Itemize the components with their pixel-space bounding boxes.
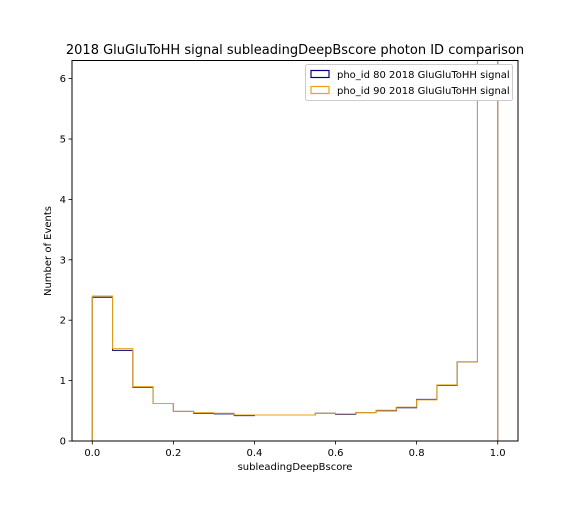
- x-axis: 0.0 0.2 0.4 0.6 0.8 1.0: [84, 441, 506, 459]
- y-tick-label: 0: [60, 437, 66, 448]
- y-tick-label: 6: [60, 74, 66, 85]
- series-2-step-line: [91, 60, 499, 441]
- y-tick-label: 5: [60, 135, 66, 146]
- legend-frame: [305, 64, 513, 101]
- chart-title: 2018 GluGluToHH signal subleadingDeepBsc…: [66, 43, 524, 58]
- x-tick-label: 0.2: [165, 448, 181, 459]
- series-layer: [91, 60, 499, 441]
- y-tick-label: 3: [60, 255, 66, 266]
- x-tick-label: 1.0: [490, 448, 506, 459]
- legend-label-series-1: pho_id 80 2018 GluGluToHH signal: [337, 70, 510, 81]
- x-axis-label: subleadingDeepBscore: [238, 462, 353, 473]
- legend-label-series-2: pho_id 90 2018 GluGluToHH signal: [337, 86, 510, 97]
- y-tick-label: 2: [60, 316, 66, 327]
- y-tick-label: 1: [60, 376, 66, 387]
- y-axis: 0 1 2 3 4 5 6: [60, 74, 72, 448]
- plot-area-frame: [71, 60, 519, 442]
- legend-swatch-series-2: [310, 85, 330, 95]
- x-tick-label: 0.0: [84, 448, 100, 459]
- series-1-step-line: [91, 60, 499, 441]
- y-tick-label: 4: [60, 195, 66, 206]
- legend: pho_id 80 2018 GluGluToHH signal pho_id …: [305, 64, 513, 101]
- x-tick-label: 0.8: [409, 448, 425, 459]
- y-axis-label: Number of Events: [43, 206, 54, 296]
- x-tick-label: 0.4: [247, 448, 263, 459]
- x-tick-label: 0.6: [328, 448, 344, 459]
- legend-swatch-series-1: [310, 69, 330, 79]
